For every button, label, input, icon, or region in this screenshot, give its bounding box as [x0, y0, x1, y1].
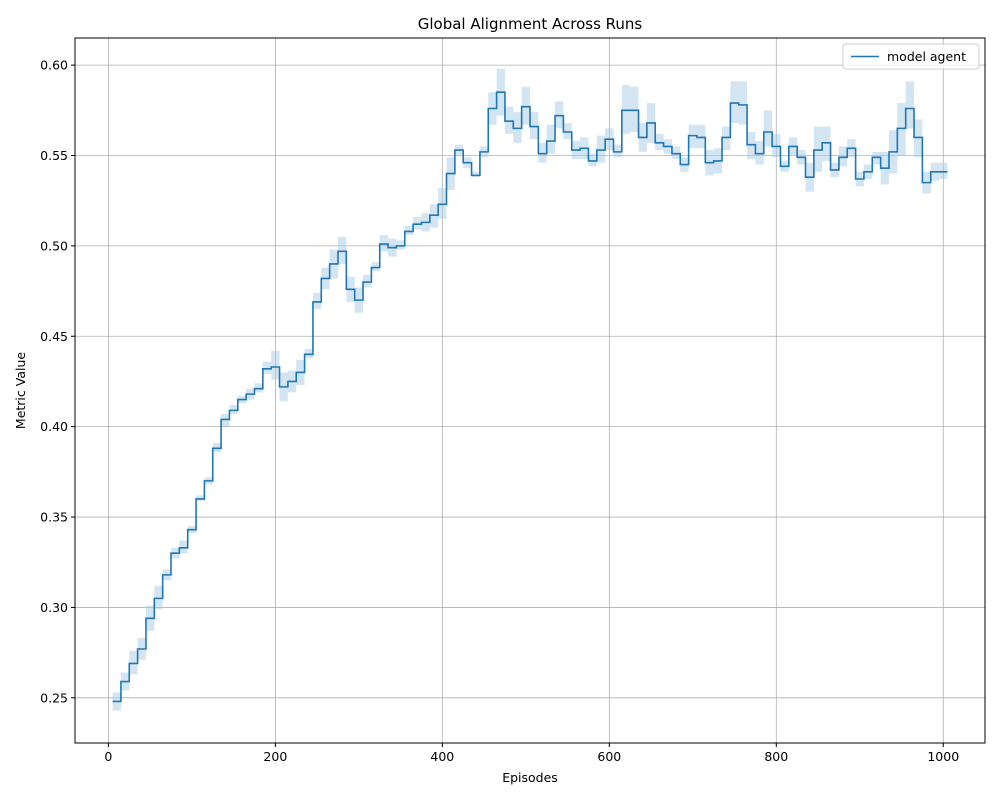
- y-tick-label: 0.45: [40, 329, 68, 344]
- y-tick-label: 0.60: [40, 58, 68, 73]
- band-segment: [838, 146, 848, 167]
- band-segment: [371, 262, 380, 272]
- band-segment: [504, 106, 514, 134]
- band-segment: [755, 141, 764, 165]
- band-segment: [655, 133, 664, 151]
- band-segment: [396, 240, 405, 250]
- x-tick-label: 600: [597, 749, 621, 764]
- series-line-model-agent: [112, 91, 948, 703]
- band-segment: [521, 86, 530, 125]
- band-segment: [630, 86, 639, 132]
- y-tick-label: 0.55: [40, 148, 68, 163]
- band-segment: [262, 361, 272, 375]
- band-segment: [429, 204, 439, 228]
- band-segment: [271, 350, 280, 380]
- band-segment: [379, 235, 389, 252]
- band-segment: [822, 126, 831, 161]
- band-segment: [596, 135, 606, 163]
- band-segment: [914, 119, 923, 158]
- y-tick-label: 0.50: [40, 238, 68, 253]
- band-segment: [813, 126, 823, 172]
- x-tick-label: 0: [104, 749, 112, 764]
- legend-entry-model-agent: model agent: [887, 49, 966, 64]
- band-segment: [671, 146, 681, 160]
- plot-area-frame: [74, 37, 986, 744]
- band-segment: [939, 162, 948, 179]
- chart-title: Global Alignment Across Runs: [418, 15, 643, 33]
- band-segment: [688, 124, 697, 149]
- band-segment: [897, 103, 906, 156]
- band-segment: [363, 274, 372, 288]
- band-segment: [229, 404, 238, 414]
- x-tick-label: 200: [263, 749, 287, 764]
- band-segment: [254, 383, 263, 393]
- y-tick-label: 0.35: [40, 510, 68, 525]
- band-segment: [212, 442, 222, 452]
- y-tick-label: 0.25: [40, 690, 68, 705]
- band-segment: [872, 151, 881, 165]
- band-segment: [538, 142, 547, 163]
- x-axis-ticks: 0 200 400 600 800 1000: [104, 743, 959, 764]
- band-segment: [772, 133, 781, 158]
- band-segment: [730, 81, 739, 123]
- y-tick-label: 0.30: [40, 600, 68, 615]
- x-tick-label: 800: [764, 749, 788, 764]
- x-tick-label: 1000: [927, 749, 959, 764]
- band-segment: [563, 122, 572, 140]
- band-segment: [312, 292, 322, 310]
- band-segment: [179, 540, 188, 554]
- band-segment: [555, 101, 564, 129]
- band-segment: [621, 85, 631, 134]
- band-segment: [747, 132, 756, 160]
- band-segment: [154, 585, 163, 610]
- legend: model agent: [842, 43, 980, 70]
- band-segment: [763, 110, 773, 147]
- band-segment: [530, 112, 539, 140]
- band-segment: [613, 144, 622, 158]
- y-axis-label: Metric Value: [13, 352, 28, 429]
- band-segment: [196, 495, 205, 501]
- band-segment: [546, 124, 556, 154]
- band-segment: [696, 124, 706, 149]
- band-segment: [337, 236, 347, 264]
- band-segment: [905, 81, 915, 129]
- confidence-band: [112, 68, 948, 711]
- band-segment: [404, 226, 414, 236]
- x-tick-label: 400: [430, 749, 454, 764]
- y-axis-ticks: 0.25 0.30 0.35 0.40 0.45 0.50 0.55 0.60: [40, 58, 75, 705]
- band-segment: [129, 650, 138, 675]
- band-segment: [513, 112, 522, 143]
- band-segment: [304, 348, 313, 358]
- y-tick-label: 0.40: [40, 419, 68, 434]
- x-axis-label: Episodes: [502, 770, 558, 785]
- band-segment: [738, 81, 748, 125]
- band-segment: [438, 188, 447, 219]
- band-segment: [413, 216, 422, 230]
- band-segment: [221, 414, 230, 427]
- band-segment: [588, 153, 597, 167]
- legend-box: [842, 43, 980, 70]
- grid: [75, 38, 985, 743]
- series-lines: [112, 91, 948, 703]
- band-segment: [471, 171, 480, 178]
- band-segment: [722, 126, 731, 151]
